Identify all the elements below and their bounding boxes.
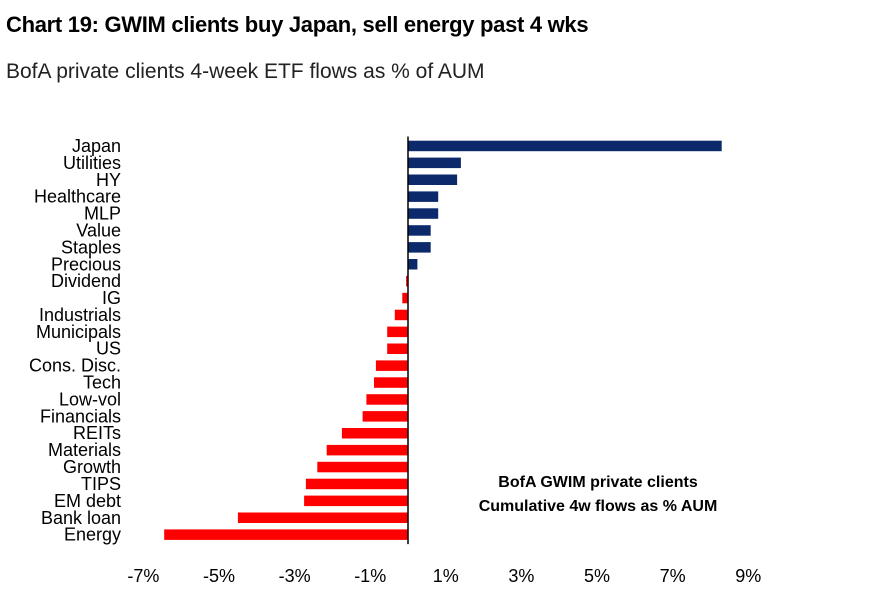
x-tick-label: 5% xyxy=(584,566,610,586)
bar-ig xyxy=(402,292,408,304)
bar-healthcare xyxy=(408,191,439,202)
bar-cons-disc xyxy=(375,360,408,371)
category-label: MLP xyxy=(84,204,121,224)
x-tick-label: -7% xyxy=(127,566,159,586)
bar-em-debt xyxy=(304,495,408,507)
category-label: Bank loan xyxy=(41,508,121,528)
category-label: Staples xyxy=(61,237,121,257)
x-tick-label: 1% xyxy=(433,566,459,586)
category-label: TIPS xyxy=(81,474,121,494)
category-label: Municipals xyxy=(36,322,121,342)
category-label: REITs xyxy=(73,423,121,443)
category-label: IG xyxy=(102,288,121,308)
x-tick-label: -1% xyxy=(354,566,386,586)
x-tick-label: 7% xyxy=(660,566,686,586)
annotation-line-1: BofA GWIM private clients xyxy=(498,474,698,491)
category-label: Tech xyxy=(83,373,121,393)
bar-japan xyxy=(408,140,722,152)
category-label: Value xyxy=(76,220,121,240)
category-label: Financials xyxy=(40,406,121,426)
bar-tech xyxy=(374,377,408,388)
bar-growth xyxy=(317,461,408,473)
bar-materials xyxy=(326,444,408,456)
bar-reits xyxy=(341,428,408,439)
x-tick-label: -5% xyxy=(203,566,235,586)
bar-dividend xyxy=(406,275,408,287)
x-tick-labels: -7% -5% -3% -1% 1% 3% 5% 7% 9% xyxy=(127,566,761,586)
bar-bank-loan xyxy=(237,512,408,523)
x-tick-label: 9% xyxy=(735,566,761,586)
bar-precious xyxy=(408,259,418,270)
bar-value xyxy=(408,225,431,236)
bar-us xyxy=(387,343,408,354)
bar-staples xyxy=(408,242,431,253)
category-label: Dividend xyxy=(51,271,121,291)
bar-mlp xyxy=(408,208,439,219)
bar-municipals xyxy=(387,326,408,338)
category-label: Utilities xyxy=(63,153,121,173)
x-tick-label: 3% xyxy=(508,566,534,586)
bar-energy xyxy=(164,529,408,540)
category-label: EM debt xyxy=(54,491,121,511)
category-label: Energy xyxy=(64,525,121,545)
category-label: Japan xyxy=(72,136,121,156)
category-label: Growth xyxy=(63,457,121,477)
bar-utilities xyxy=(408,157,461,169)
category-label: Healthcare xyxy=(34,187,121,207)
category-label: Materials xyxy=(48,440,121,460)
chart-subtitle: BofA private clients 4-week ETF flows as… xyxy=(6,60,485,83)
bar-financials xyxy=(362,411,408,422)
category-label: Low-vol xyxy=(59,389,121,409)
category-label: US xyxy=(96,339,121,359)
bars-group xyxy=(164,140,722,540)
chart-title: Chart 19: GWIM clients buy Japan, sell e… xyxy=(6,12,589,37)
category-label: HY xyxy=(96,170,121,190)
annotation-line-2: Cumulative 4w flows as % AUM xyxy=(479,498,718,515)
bar-hy xyxy=(408,174,458,185)
category-label: Precious xyxy=(51,254,121,274)
bar-industrials xyxy=(394,309,408,321)
bar-low-vol xyxy=(366,394,408,405)
category-labels: JapanUtilitiesHYHealthcareMLPValueStaple… xyxy=(29,136,121,545)
category-label: Industrials xyxy=(39,305,121,325)
category-label: Cons. Disc. xyxy=(29,356,121,376)
bar-tips xyxy=(305,478,408,490)
x-tick-label: -3% xyxy=(279,566,311,586)
